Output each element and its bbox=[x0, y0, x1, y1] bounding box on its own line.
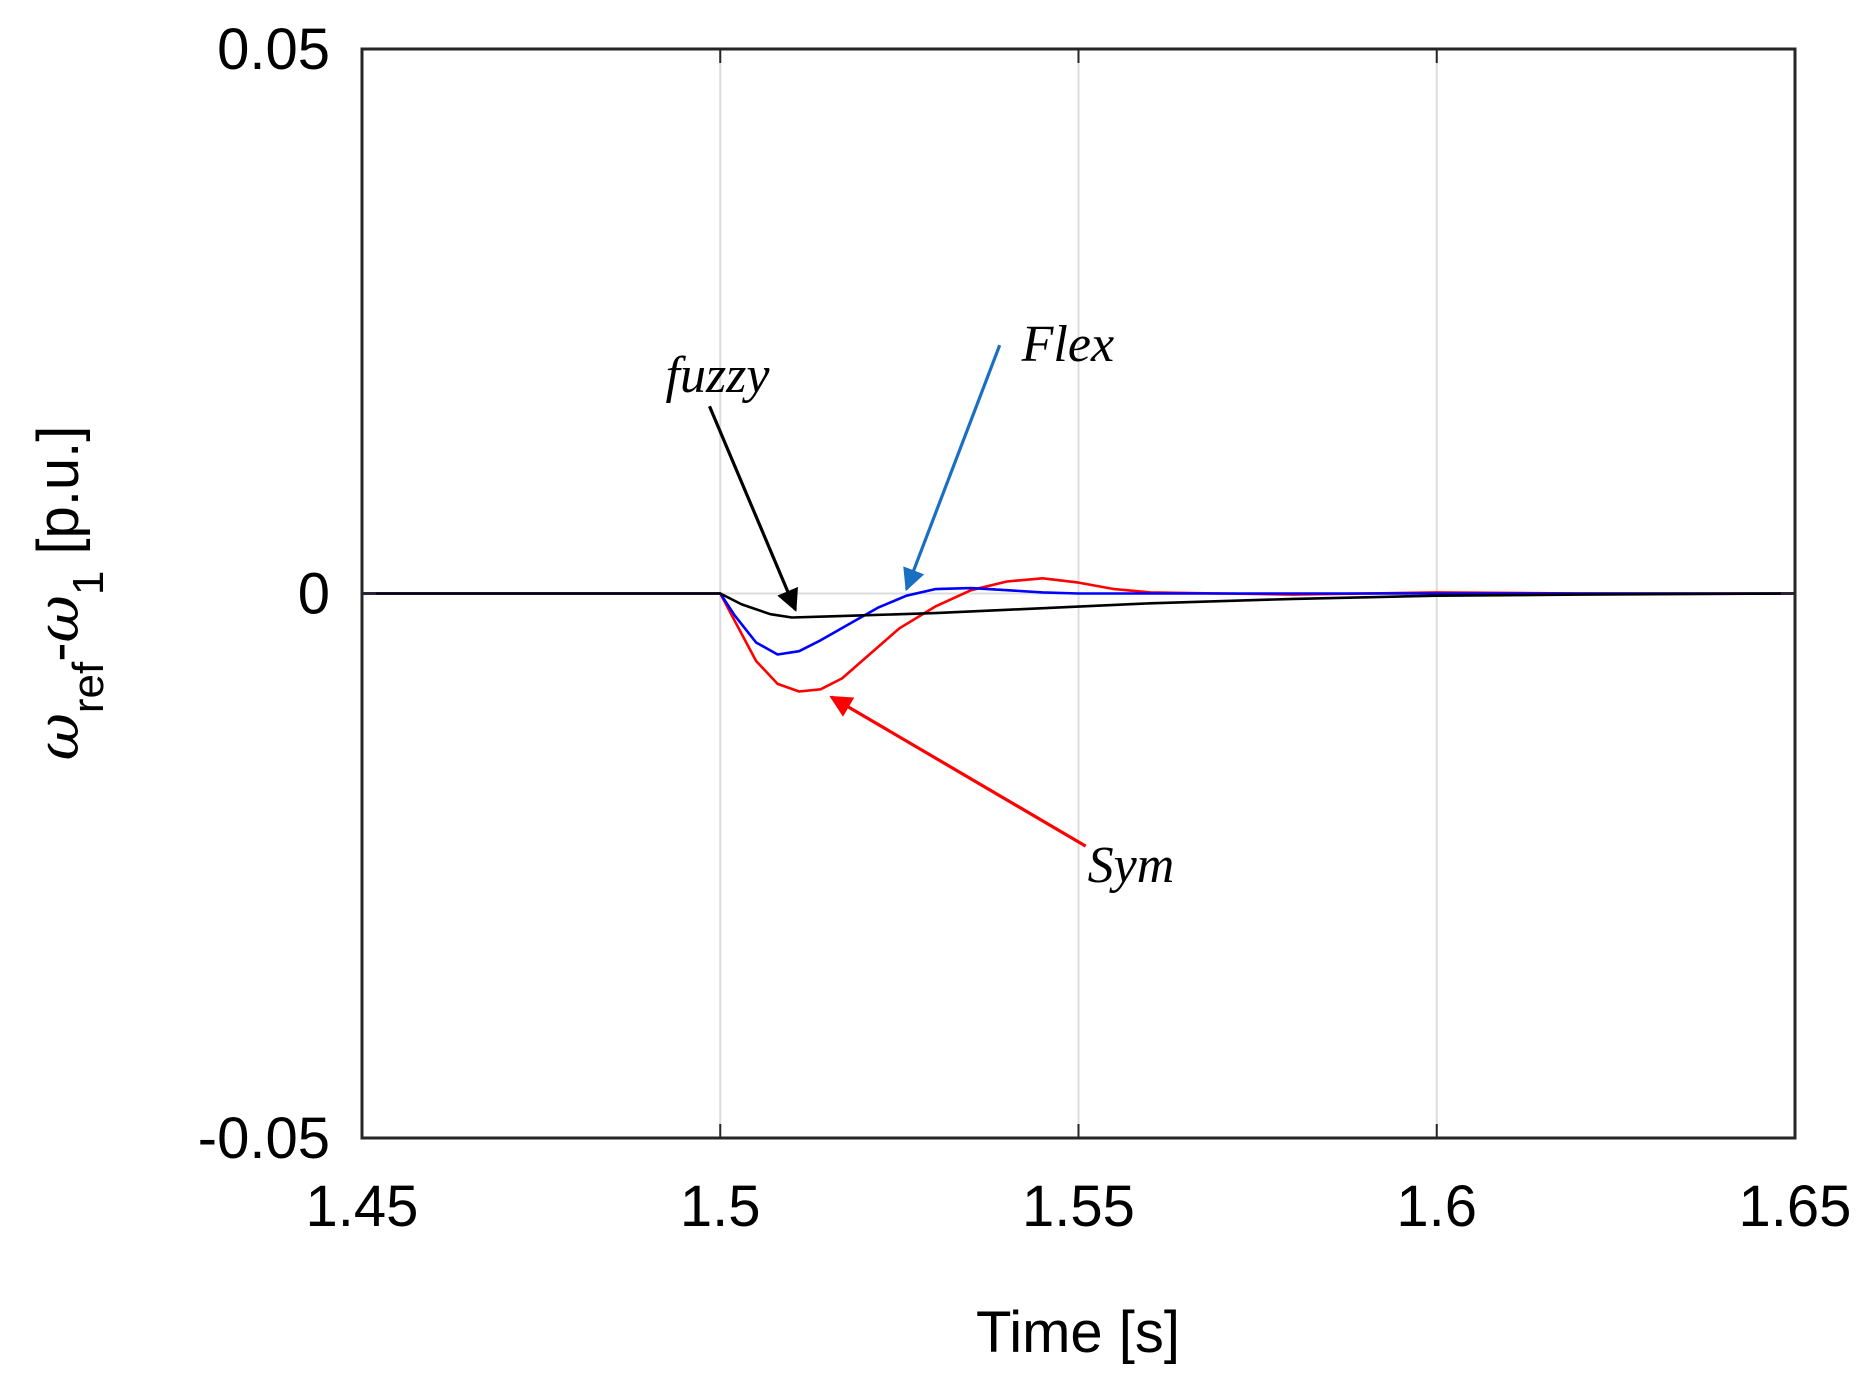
series-line-flex bbox=[360, 586, 1797, 656]
y-label-omega: ω bbox=[24, 713, 92, 760]
series-line-fuzzy bbox=[360, 592, 1797, 619]
y-tick-label: -0.05 bbox=[198, 1106, 330, 1171]
y-tick-label: 0 bbox=[298, 562, 330, 627]
y-label-unit: [p.u.] bbox=[26, 426, 91, 571]
annotation-arrow-sym bbox=[829, 695, 1087, 848]
annotations: fuzzy Flex Sym bbox=[666, 316, 1175, 894]
y-label-sub-ref: ref bbox=[64, 661, 113, 713]
y-axis-label: ωref-ω1 [p.u.] bbox=[24, 426, 113, 761]
y-label-omega-2: ω bbox=[24, 595, 92, 642]
annotation-label-fuzzy: fuzzy bbox=[666, 347, 771, 404]
x-tick-label: 1.55 bbox=[1022, 1174, 1135, 1239]
annotation-arrow-fuzzy bbox=[708, 405, 798, 612]
y-label-sub-1: 1 bbox=[64, 571, 113, 595]
series-group bbox=[360, 576, 1797, 693]
x-tick-label: 1.65 bbox=[1739, 1174, 1852, 1239]
y-label-dash: - bbox=[26, 642, 91, 661]
annotation-label-flex: Flex bbox=[1021, 316, 1114, 373]
annotation-arrow-flex bbox=[903, 344, 1002, 592]
ticks: 1.45 1.5 1.55 1.6 1.65 -0.05 0 0.05 bbox=[198, 17, 1852, 1239]
y-tick-label: 0.05 bbox=[217, 17, 330, 82]
x-tick-label: 1.5 bbox=[680, 1174, 761, 1239]
annotation-label-sym: Sym bbox=[1088, 837, 1175, 894]
x-tick-label: 1.45 bbox=[306, 1174, 419, 1239]
x-tick-label: 1.6 bbox=[1396, 1174, 1477, 1239]
x-axis-label: Time [s] bbox=[976, 1300, 1180, 1365]
